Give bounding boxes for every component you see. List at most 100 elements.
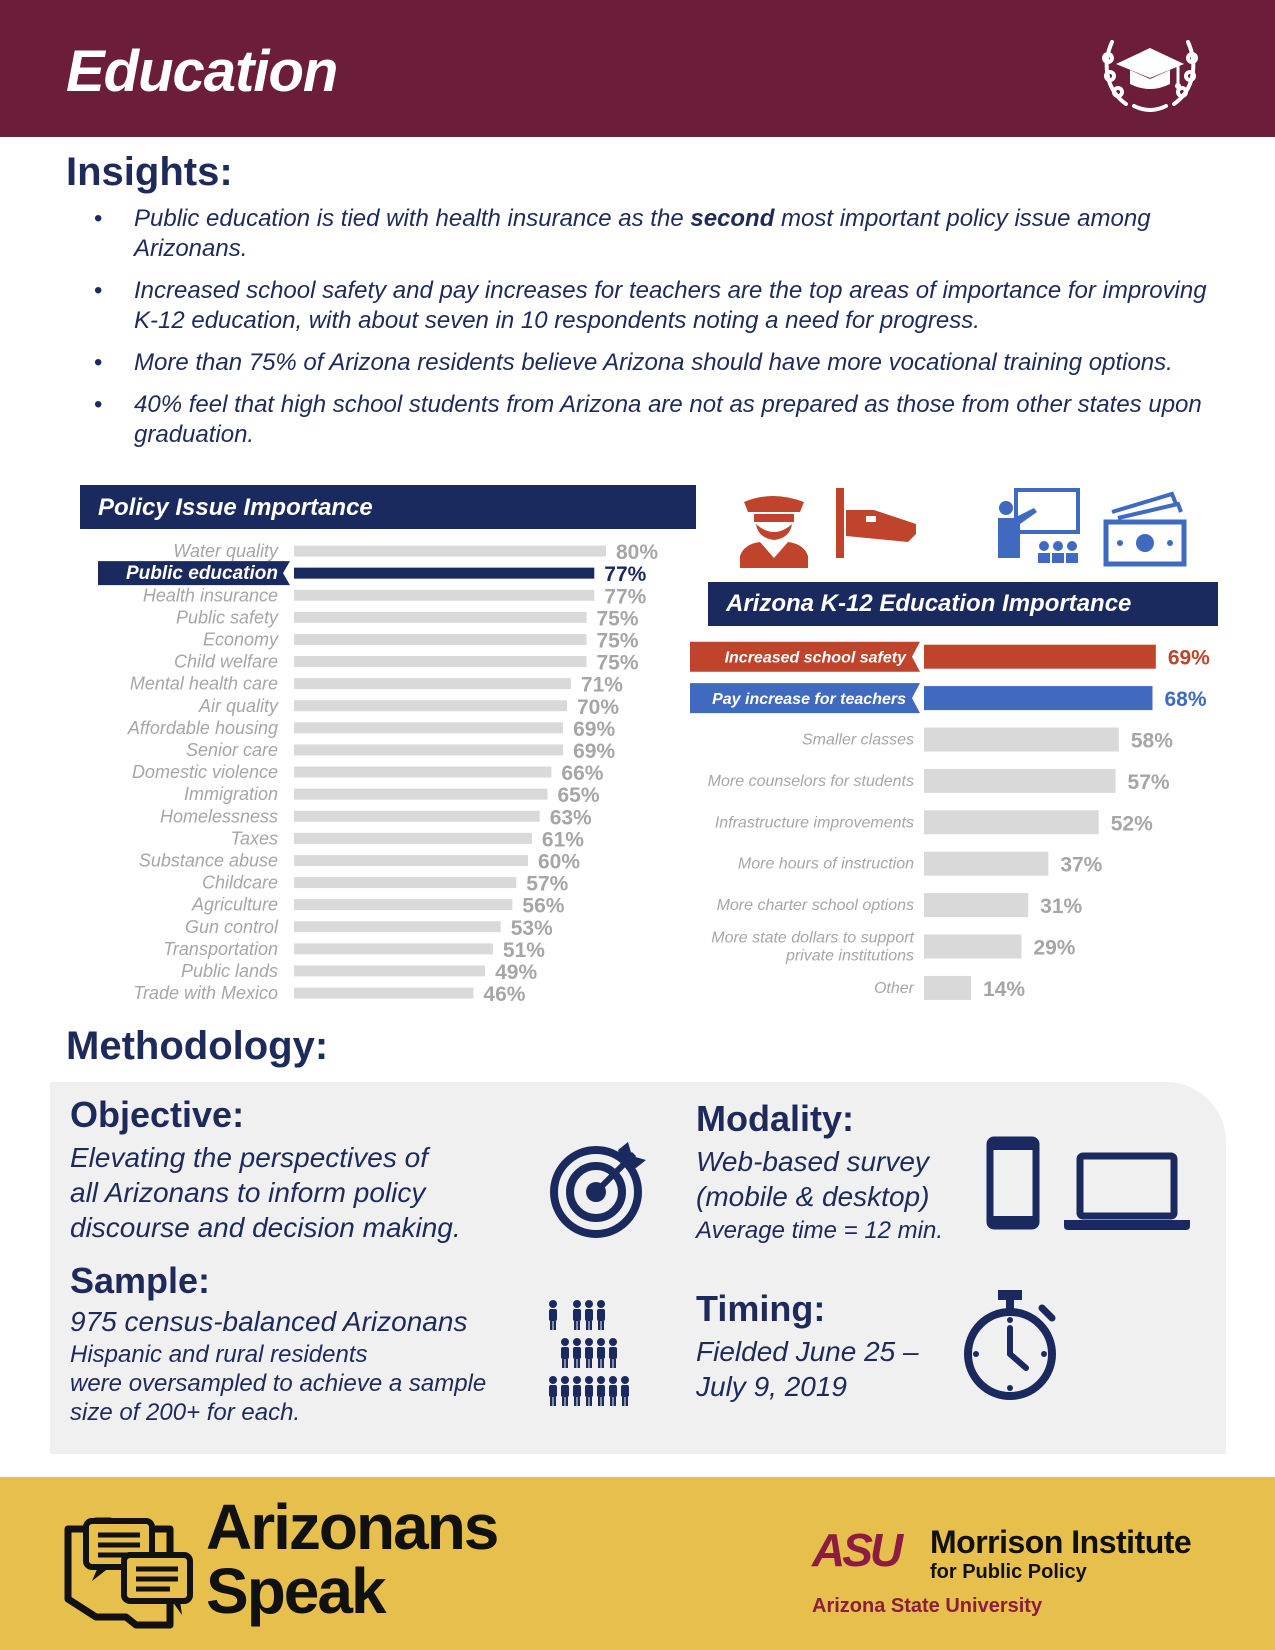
k12-chart-banner: Arizona K-12 Education Importance [708, 582, 1218, 626]
bar-group: Substance abuse 60% [139, 850, 580, 873]
bar-group: Agriculture 56% [191, 895, 565, 918]
category-label: More hours of instruction [738, 856, 914, 873]
value-label: 70% [577, 696, 619, 719]
security-camera-icon [836, 488, 916, 558]
value-label: 71% [581, 674, 623, 697]
category-label: Taxes [231, 828, 278, 848]
institute-name: Morrison Institute [930, 1524, 1192, 1560]
bar-group: Pay increase for teachers 68% [690, 683, 1207, 714]
timing-line: Fielded June 25 – [696, 1336, 919, 1367]
insight-item: Public education is tied with health ins… [90, 204, 1210, 264]
bar-group: Water quality 80% [173, 541, 658, 564]
methodology-title: Methodology: [66, 1024, 329, 1068]
sample-main: 975 census-balanced Arizonans [70, 1306, 468, 1337]
k12-importance-chart: Increased school safety 69% Pay increase f… [690, 641, 1210, 1001]
header-banner: Education [0, 0, 1275, 137]
timing-line: July 9, 2019 [696, 1371, 847, 1402]
value-label: 69% [573, 718, 615, 741]
value-label: 53% [511, 917, 553, 940]
category-label: Substance abuse [139, 850, 278, 870]
value-label: 80% [616, 541, 658, 564]
bar [294, 744, 564, 756]
bar-group: More hours of instruction 37% [738, 851, 1103, 877]
value-label: 75% [597, 607, 639, 630]
bar [294, 589, 595, 601]
insights-title: Insights: [66, 150, 233, 194]
value-label: 77% [604, 563, 646, 586]
bar-group: More counselors for students 57% [708, 768, 1170, 794]
value-label: 52% [1111, 812, 1153, 835]
k12-chart-title: Arizona K-12 Education Importance [726, 590, 1132, 617]
bar-group: Immigration 65% [184, 784, 600, 807]
bar [924, 934, 1022, 959]
bar [294, 987, 474, 999]
category-label: Public education [126, 563, 278, 584]
bar-group: Infrastructure improvements 52% [715, 810, 1153, 835]
bar [294, 899, 513, 911]
highlight-label-tag [98, 561, 290, 586]
category-label: Increased school safety [725, 650, 908, 667]
bar-group: Childcare 57% [202, 873, 569, 896]
category-label: Trade with Mexico [133, 983, 278, 1003]
value-label: 60% [538, 850, 580, 873]
highlight-label-tag [690, 683, 920, 714]
bar-group: Homelessness 63% [160, 806, 592, 829]
category-label: Homelessness [160, 806, 278, 826]
value-label: 75% [597, 652, 639, 675]
bar-group: Health insurance 77% [143, 585, 647, 608]
bar [294, 545, 606, 557]
category-label: Domestic violence [132, 762, 278, 782]
bar [924, 810, 1099, 835]
value-label: 57% [1128, 771, 1170, 794]
policy-issue-chart: Water quality 80%Public education 77%Healt… [98, 541, 658, 1006]
bar [294, 678, 571, 690]
mobile-phone-icon [986, 1136, 1040, 1230]
bar-group: Economy 75% [203, 629, 639, 652]
bar-group: Air quality 70% [198, 696, 619, 719]
bar [294, 877, 517, 889]
category-label: Transportation [163, 939, 278, 959]
bar-group: More charter school options 31% [717, 893, 1083, 918]
bar-group: Affordable housing 69% [127, 718, 616, 741]
category-label: Childcare [202, 873, 278, 893]
category-label: Immigration [184, 784, 278, 804]
objective-heading: Objective: [70, 1094, 245, 1135]
page-title: Education [66, 39, 338, 104]
bar-group: Other 14% [874, 975, 1025, 1001]
value-label: 14% [983, 978, 1025, 1001]
category-label: Public lands [181, 961, 278, 981]
stopwatch-icon [964, 1290, 1056, 1400]
category-label: Infrastructure improvements [715, 814, 914, 831]
methodology-panel: Objective: Elevating the perspectives of… [50, 1082, 1226, 1454]
value-label: 29% [1033, 937, 1075, 960]
category-label: Pay increase for teachers [712, 691, 906, 708]
bar [294, 965, 486, 977]
category-label: Child welfare [174, 652, 278, 672]
category-label: Agriculture [191, 895, 278, 915]
graduation-cap-wreath-icon [1102, 40, 1198, 112]
bar [294, 788, 548, 800]
value-label: 51% [503, 939, 545, 962]
value-label: 57% [526, 873, 568, 896]
objective-line: discourse and decision making. [70, 1212, 461, 1243]
sample-heading: Sample: [70, 1260, 211, 1301]
bar-group: Public education 77% [98, 561, 647, 586]
objective-line: all Arizonans to inform policy [70, 1177, 426, 1208]
bar [294, 611, 587, 623]
bar-group: Senior care 69% [186, 740, 616, 763]
bar-group: Trade with Mexico 46% [133, 983, 525, 1006]
value-label: 69% [1168, 647, 1210, 670]
insight-item: More than 75% of Arizona residents belie… [90, 348, 1210, 378]
value-label: 77% [604, 585, 646, 608]
k12-icon-row [740, 488, 1187, 568]
value-label: 69% [573, 740, 615, 763]
teacher-classroom-icon [998, 488, 1080, 563]
objective-line: Elevating the perspectives of [70, 1142, 428, 1173]
people-group-icon [549, 1300, 629, 1406]
bar-group: Increased school safety 69% [690, 641, 1210, 672]
value-label: 66% [561, 762, 603, 785]
value-label: 31% [1040, 895, 1082, 918]
brand-name-line-2: Speak [206, 1555, 387, 1627]
category-label: Air quality [198, 696, 279, 716]
